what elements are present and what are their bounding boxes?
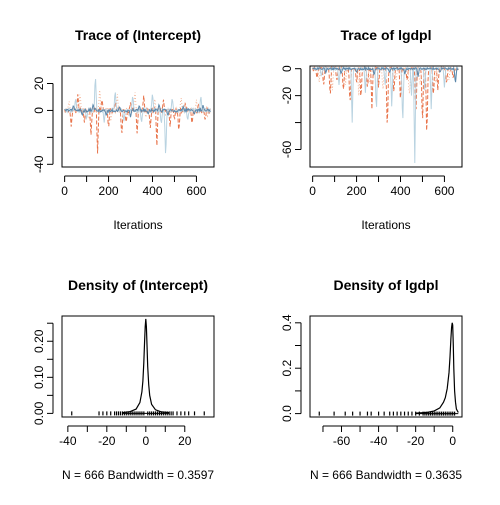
y-tick-label: 0.00: [32, 401, 46, 425]
x-tick-label: 600: [186, 184, 206, 198]
panel-title: Trace of lgdpl: [340, 27, 431, 43]
panel-title: Density of (Intercept): [68, 277, 208, 293]
plot-data: [64, 78, 211, 154]
plot-data: [71, 318, 205, 416]
y-axis: -60 -20 0: [280, 65, 302, 158]
x-tick-label: 400: [390, 184, 410, 198]
panel-4: Density of lgdpl -60 -40 -20 0 N = 666 Bandwi…: [280, 277, 463, 482]
y-tick-label: 0.10: [32, 365, 46, 389]
trace-line-4: [312, 66, 459, 83]
y-tick-label: 0.20: [32, 329, 46, 353]
x-axis-label: Iterations: [361, 218, 410, 232]
panel-2: Trace of lgdpl 0 200 400 600 Iterations -60 -20…: [280, 27, 463, 232]
plot-data: [312, 65, 459, 164]
x-tick-label: 600: [434, 184, 454, 198]
panel-1: Trace of (Intercept)0 200 400 600Iterations…: [32, 27, 215, 232]
x-tick-label: 0: [61, 184, 68, 198]
y-tick-label: 20: [32, 77, 46, 91]
panel-title: Trace of (Intercept): [75, 27, 201, 43]
plot-data: [318, 322, 459, 416]
x-axis-label: Iterations: [113, 218, 162, 232]
x-axis: -60 -40 -20 0 N = 666 Bandwidth = 0.3635: [310, 425, 462, 482]
y-tick-label: 0: [32, 107, 46, 114]
plot-frame: [61, 315, 215, 418]
x-tick-label: 20: [178, 434, 192, 448]
y-tick-label: 0.2: [280, 360, 294, 377]
x-tick-label: 200: [99, 184, 119, 198]
y-tick-label: 0.4: [280, 314, 294, 331]
y-tick-label: -40: [32, 155, 46, 173]
x-axis-label: N = 666 Bandwidth = 0.3635: [310, 468, 462, 482]
trace-line-3: [64, 78, 211, 154]
y-tick-label: 0: [280, 65, 294, 72]
y-axis: 0.0 0.2 0.4: [280, 314, 302, 422]
panel-title: Density of lgdpl: [334, 277, 439, 293]
x-tick-label: 200: [347, 184, 367, 198]
x-tick-label: -40: [59, 434, 77, 448]
plot-frame: [61, 65, 215, 168]
y-axis: -40 0 20: [32, 77, 54, 173]
plot-frame: [309, 315, 463, 418]
trace-line-1: [64, 94, 211, 154]
y-tick-label: -60: [280, 140, 294, 158]
y-tick-label: -20: [280, 87, 294, 105]
x-tick-label: 0: [449, 434, 456, 448]
x-tick-label: 400: [142, 184, 162, 198]
x-tick-label: -20: [407, 434, 425, 448]
x-tick-label: 0: [309, 184, 316, 198]
panel-3: Density of (Intercept) -40 -20 0 20 N = 666 B…: [32, 277, 215, 482]
x-axis: 0 200 400 600 Iterations: [61, 175, 207, 232]
x-tick-label: -20: [98, 434, 116, 448]
trace-line-4: [64, 103, 211, 118]
trace-line-3: [312, 65, 459, 164]
x-tick-label: -40: [370, 434, 388, 448]
y-axis: 0.00 0.10 0.20: [32, 322, 54, 425]
x-axis: 0 200 400 600 Iterations: [309, 175, 455, 232]
y-tick-label: 0.0: [280, 405, 294, 422]
trace-line-2: [64, 90, 211, 122]
x-axis-label: N = 666 Bandwidth = 0.3597: [62, 468, 214, 482]
x-tick-label: -60: [333, 434, 351, 448]
x-axis: -40 -20 0 20 N = 666 Bandwidth = 0.3597: [59, 425, 214, 482]
x-tick-label: 0: [142, 434, 149, 448]
plot-frame: [309, 65, 463, 168]
density-line: [415, 322, 459, 414]
density-line: [122, 318, 170, 414]
